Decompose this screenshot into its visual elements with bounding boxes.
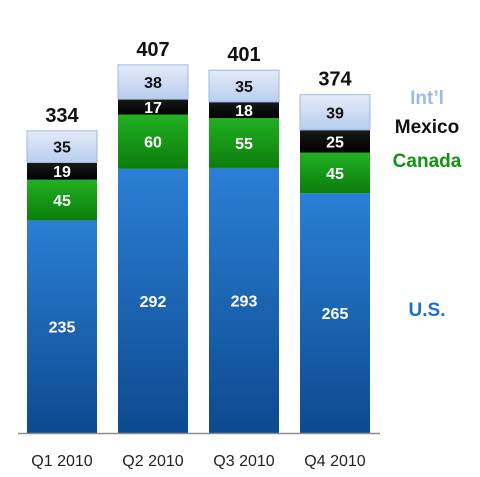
data-label-mexico-q3-2010: 18 bbox=[235, 103, 253, 120]
bar-segment-mexico-q4-2010 bbox=[300, 129, 370, 153]
bar-segment-int-l-q1-2010 bbox=[26, 130, 98, 164]
x-tick-label-q4-2010: Q4 2010 bbox=[304, 453, 365, 470]
data-label-u-s-q3-2010: 293 bbox=[231, 293, 258, 310]
x-tick-labels: Q1 2010 Q2 2010 Q3 2010 Q4 2010 bbox=[31, 453, 365, 470]
bar-segment-int-l-q3-2010 bbox=[208, 69, 280, 103]
data-label-canada-q3-2010: 55 bbox=[235, 136, 253, 153]
data-label-canada-q1-2010: 45 bbox=[53, 193, 71, 210]
data-label-u-s-q1-2010: 235 bbox=[49, 320, 76, 337]
bar-segment-u-s-q3-2010 bbox=[209, 167, 279, 434]
total-label-q1-2010: 334 bbox=[45, 105, 79, 127]
x-tick-label-q2-2010: Q2 2010 bbox=[122, 453, 183, 470]
data-label-u-s-q4-2010: 265 bbox=[322, 306, 349, 323]
data-label-mexico-q1-2010: 19 bbox=[53, 164, 71, 181]
bar-segment-u-s-q1-2010 bbox=[27, 220, 97, 433]
data-label-int-l-q4-2010: 39 bbox=[326, 105, 344, 122]
bar-segment-u-s-q4-2010 bbox=[300, 193, 370, 433]
data-label-int-l-q3-2010: 35 bbox=[235, 79, 253, 96]
bar-segment-canada-q3-2010 bbox=[209, 118, 279, 168]
bar-segment-mexico-q2-2010 bbox=[118, 99, 188, 115]
total-label-q3-2010: 401 bbox=[227, 44, 260, 66]
data-label-mexico-q4-2010: 25 bbox=[326, 134, 344, 151]
data-label-canada-q4-2010: 45 bbox=[326, 166, 344, 183]
data-label-int-l-q1-2010: 35 bbox=[53, 140, 71, 157]
bar-segment-mexico-q1-2010 bbox=[27, 162, 97, 180]
legend-item-u-s: U.S. bbox=[409, 300, 446, 321]
bar-segment-mexico-q3-2010 bbox=[209, 101, 279, 119]
bar-segment-canada-q2-2010 bbox=[118, 114, 188, 169]
bar-segment-int-l-q4-2010 bbox=[299, 94, 371, 131]
x-tick-label-q3-2010: Q3 2010 bbox=[213, 453, 274, 470]
data-label-canada-q2-2010: 60 bbox=[144, 135, 162, 152]
bar-segment-canada-q4-2010 bbox=[300, 152, 370, 194]
data-label-u-s-q2-2010: 292 bbox=[140, 294, 167, 311]
bar-segment-int-l-q2-2010 bbox=[117, 64, 189, 100]
legend-item-canada: Canada bbox=[393, 151, 462, 172]
legend-item-int-l: Int’l bbox=[410, 88, 444, 109]
legend: Int’l Mexico Canada U.S. bbox=[393, 88, 462, 321]
total-label-q4-2010: 374 bbox=[318, 69, 352, 91]
bar-segment-canada-q1-2010 bbox=[27, 179, 97, 221]
data-label-int-l-q2-2010: 38 bbox=[144, 75, 162, 92]
data-label-mexico-q2-2010: 17 bbox=[144, 100, 162, 117]
legend-item-mexico: Mexico bbox=[395, 117, 459, 138]
bars-group bbox=[26, 64, 371, 434]
labels-group: 235 45 19 35 334 292 60 17 38 407 293 55 18 35 401 265 4… bbox=[45, 39, 352, 337]
bar-segment-u-s-q2-2010 bbox=[118, 168, 188, 433]
total-label-q2-2010: 407 bbox=[136, 39, 169, 61]
x-tick-label-q1-2010: Q1 2010 bbox=[31, 453, 92, 470]
